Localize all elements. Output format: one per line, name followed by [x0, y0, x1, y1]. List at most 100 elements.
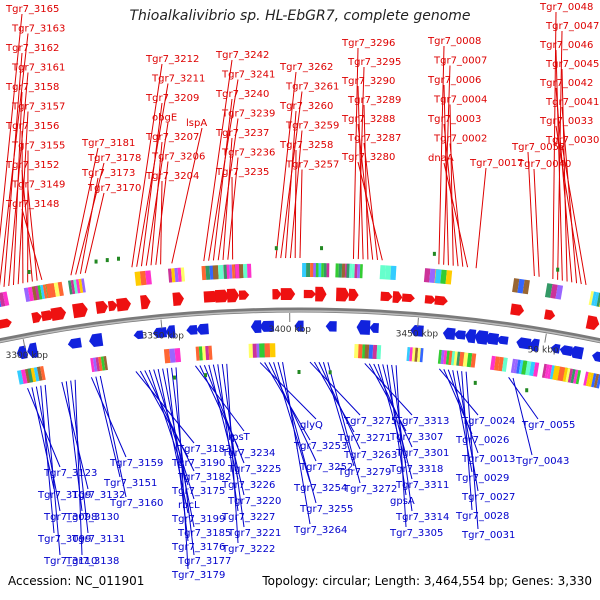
- forward-gene-label: Tgr7_3165: [5, 4, 59, 15]
- label-leader-line: [452, 370, 473, 473]
- reverse-gene-label: Tgr7_3264: [293, 525, 347, 536]
- forward-gene-label: Tgr7_3295: [347, 57, 401, 68]
- gene-marker: [320, 246, 324, 251]
- forward-gene-label: Tgr7_0048: [539, 2, 593, 13]
- forward-gene-label: Tgr7_3209: [145, 93, 199, 104]
- feature-band: [364, 344, 382, 360]
- scale-tick: [544, 333, 547, 343]
- label-leader-line: [364, 363, 413, 416]
- forward-gene-label: Tgr7_0030: [545, 135, 599, 146]
- label-leader-line: [382, 364, 413, 480]
- forward-gene-arrow: [31, 312, 43, 324]
- forward-gene-arrow: [348, 288, 359, 301]
- genome-backbone-highlight: [0, 310, 600, 343]
- label-leader-line: [465, 371, 479, 530]
- label-leader-line: [327, 362, 361, 484]
- forward-gene-arrow: [392, 291, 403, 303]
- forward-gene-label: Tgr7_3296: [341, 38, 395, 49]
- forward-gene-arrow: [401, 293, 415, 303]
- label-leader-line: [259, 362, 317, 420]
- forward-gene-label: Tgr7_3163: [11, 24, 65, 35]
- reverse-gene-arrow: [529, 338, 540, 352]
- feature-band: [195, 345, 213, 361]
- forward-gene-arrow: [303, 289, 317, 299]
- forward-gene-label: Tgr7_3260: [279, 101, 333, 112]
- label-leader-line: [208, 79, 239, 261]
- forward-gene-arrow: [214, 289, 230, 303]
- forward-gene-arrow: [336, 287, 350, 302]
- label-leader-line: [231, 176, 234, 260]
- label-leader-line: [508, 377, 539, 420]
- reverse-gene-label: Tgr7_3305: [389, 528, 443, 539]
- reverse-gene-label: Tgr7_3123: [43, 468, 97, 479]
- reverse-gene-arrow: [67, 337, 82, 349]
- reverse-gene-label: gpsA: [390, 496, 415, 507]
- reverse-gene-arrow: [592, 351, 600, 363]
- label-leader-line: [35, 386, 61, 512]
- feature-band: [512, 278, 530, 295]
- gene-labels: Tgr7_3165 Tgr7_3163 Tgr7_3162 Tgr7_3161 Tgr7…: [5, 2, 599, 581]
- forward-gene-label: Tgr7_3161: [11, 63, 65, 74]
- reverse-gene-label: Tgr7_3183: [177, 444, 231, 455]
- feature-band: [458, 351, 477, 368]
- feature-band: [163, 347, 182, 364]
- label-leader-line: [395, 365, 407, 528]
- label-leader-line: [512, 377, 533, 456]
- label-leader-line: [294, 149, 297, 259]
- feature-band: [67, 278, 86, 295]
- label-leader-lines: [0, 11, 587, 570]
- reverse-gene-label: Tgr7_3160: [109, 498, 163, 509]
- label-leader-line: [162, 368, 195, 528]
- reverse-gene-label: Tgr7_0026: [455, 435, 509, 446]
- forward-gene-arrow: [434, 295, 448, 306]
- reverse-gene-label: Tgr7_3301: [395, 448, 449, 459]
- label-leader-line: [363, 104, 369, 260]
- reverse-gene-label: Tgr7_0024: [461, 416, 515, 427]
- reverse-gene-label: Tgr7_3185: [177, 528, 231, 539]
- label-leader-line: [475, 167, 487, 269]
- forward-gene-label: Tgr7_3173: [81, 168, 135, 179]
- reverse-gene-label: rpsT: [228, 432, 251, 443]
- reverse-gene-arrow: [465, 329, 477, 344]
- forward-gene-label: Tgr7_3149: [11, 180, 65, 191]
- label-leader-line: [461, 371, 473, 511]
- label-leader-line: [195, 365, 245, 432]
- reverse-gene-arrow: [516, 337, 532, 350]
- reverse-gene-arrow: [89, 333, 104, 348]
- forward-gene-label: Tgr7_3257: [285, 160, 339, 171]
- forward-gene-label: Tgr7_3237: [215, 128, 269, 139]
- feature-band: [562, 367, 581, 385]
- forward-gene-label: Tgr7_0052: [511, 142, 565, 153]
- forward-gene-label: Tgr7_0041: [545, 97, 599, 108]
- forward-gene-label: Tgr7_0047: [545, 21, 599, 32]
- reverse-gene-label: Tgr7_3225: [227, 464, 281, 475]
- label-leader-line: [555, 49, 563, 281]
- forward-gene-label: Tgr7_3242: [215, 50, 269, 61]
- label-leader-line: [12, 91, 23, 286]
- forward-gene-label: Tgr7_3207: [145, 132, 199, 143]
- label-leader-line: [227, 157, 239, 260]
- label-leader-line: [443, 162, 469, 268]
- label-leader-line: [449, 104, 454, 266]
- label-leader-line: [282, 362, 311, 525]
- forward-gene-label: Tgr7_3289: [347, 95, 401, 106]
- label-leader-line: [75, 162, 105, 275]
- reverse-gene-arrow: [186, 324, 198, 335]
- label-leader-line: [203, 59, 233, 262]
- label-leader-line: [61, 381, 89, 490]
- gene-marker: [525, 388, 529, 393]
- forward-gene-label: Tgr7_0007: [433, 56, 487, 67]
- feature-band: [234, 263, 252, 279]
- reverse-gene-arrow: [259, 320, 275, 332]
- label-leader-line: [21, 208, 43, 281]
- reverse-gene-label: Tgr7_3222: [221, 544, 275, 555]
- forward-gene-label: Tgr7_0003: [427, 114, 481, 125]
- gene-marker: [172, 375, 176, 380]
- reverse-gene-label: Tgr7_3311: [395, 480, 449, 491]
- label-leader-line: [131, 63, 163, 268]
- reverse-gene-arrow: [165, 325, 176, 338]
- reverse-gene-label: Tgr7_0029: [455, 473, 509, 484]
- forward-gene-label: Tgr7_0040: [517, 159, 571, 170]
- label-leader-line: [153, 369, 195, 500]
- reverse-gene-label: Tgr7_3109: [37, 490, 91, 501]
